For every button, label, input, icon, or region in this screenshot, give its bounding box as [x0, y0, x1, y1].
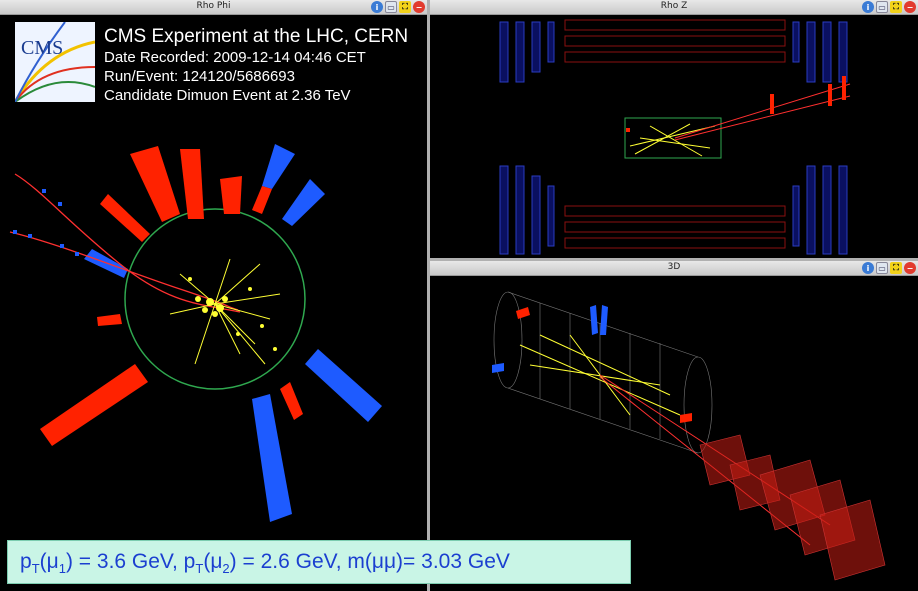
rho-z-tracks [629, 123, 716, 157]
tracker-box [624, 117, 722, 159]
rho-z-muons [674, 83, 851, 141]
date-recorded: Date Recorded: 2009-12-14 04:46 CET [104, 49, 366, 66]
tower-blue [282, 179, 325, 226]
three-d-panel[interactable]: 3D i ▭ ⛶ − [430, 261, 918, 591]
tower-red [40, 364, 148, 446]
rho-z-title: Rho Z [660, 1, 688, 11]
horizontal-splitter[interactable] [430, 258, 918, 261]
info-icon[interactable]: i [862, 1, 874, 13]
muon-track [9, 231, 239, 311]
three-d-title: 3D [667, 262, 681, 272]
run-event: Run/Event: 124120/5686693 [104, 68, 295, 85]
three-d-titlebar[interactable]: 3D i ▭ ⛶ − [430, 261, 918, 276]
tracker-cylinder [493, 291, 713, 454]
rho-z-view[interactable] [430, 14, 918, 258]
close-icon[interactable]: − [904, 262, 916, 274]
dimuon-formula: pT(μ1) = 3.6 GeV, pT(μ2) = 2.6 GeV, m(μμ… [7, 540, 631, 584]
event-description: Candidate Dimuon Event at 2.36 TeV [104, 87, 351, 104]
rho-phi-title: Rho Phi [196, 1, 231, 11]
tower-red [252, 186, 272, 214]
info-icon[interactable]: i [862, 262, 874, 274]
close-icon[interactable]: − [904, 1, 916, 13]
experiment-title: CMS Experiment at the LHC, CERN [104, 26, 409, 47]
rho-z-hits [626, 76, 846, 132]
tower-red [130, 146, 180, 222]
muon-track [14, 173, 241, 313]
tower-red [180, 149, 204, 219]
3d-calo-towers [492, 305, 692, 423]
tower-blue [252, 394, 292, 522]
muon-chambers [699, 434, 886, 581]
cms-logo: CMS [15, 22, 95, 102]
tower-red [100, 194, 150, 242]
cms-logo-text: CMS [21, 37, 63, 59]
tracker-boundary [124, 208, 306, 390]
info-icon[interactable]: i [371, 1, 383, 13]
vertical-splitter[interactable] [427, 0, 430, 591]
tower-red [280, 382, 303, 420]
rho-phi-view[interactable] [0, 14, 427, 591]
tower-blue [305, 349, 382, 422]
undock-icon[interactable]: ▭ [876, 262, 888, 274]
maximize-icon[interactable]: ⛶ [890, 1, 902, 13]
tracker-tracks [169, 258, 281, 365]
close-icon[interactable]: − [413, 1, 425, 13]
rho-phi-panel[interactable]: Rho Phi i ▭ ⛶ − [0, 0, 427, 591]
maximize-icon[interactable]: ⛶ [399, 1, 411, 13]
undock-icon[interactable]: ▭ [876, 1, 888, 13]
rho-phi-titlebar[interactable]: Rho Phi i ▭ ⛶ − [0, 0, 427, 15]
endcap-left [499, 21, 555, 255]
tower-red [97, 314, 122, 326]
tower-red [220, 176, 242, 214]
muon-hits [13, 189, 79, 256]
rho-z-titlebar[interactable]: Rho Z i ▭ ⛶ − [430, 0, 918, 15]
event-header: CMS Experiment at the LHC, CERN Date Rec… [104, 26, 408, 105]
barrel-yoke-top [564, 19, 786, 63]
three-d-view[interactable] [430, 275, 918, 591]
undock-icon[interactable]: ▭ [385, 1, 397, 13]
endcap-right [792, 21, 848, 255]
3d-tracks [519, 334, 681, 416]
rho-z-panel[interactable]: Rho Z i ▭ ⛶ − [430, 0, 918, 258]
tower-blue [262, 144, 295, 189]
maximize-icon[interactable]: ⛶ [890, 262, 902, 274]
tracker-hits [188, 277, 277, 351]
calorimeter-towers [40, 144, 382, 522]
barrel-yoke-bottom [564, 205, 786, 249]
